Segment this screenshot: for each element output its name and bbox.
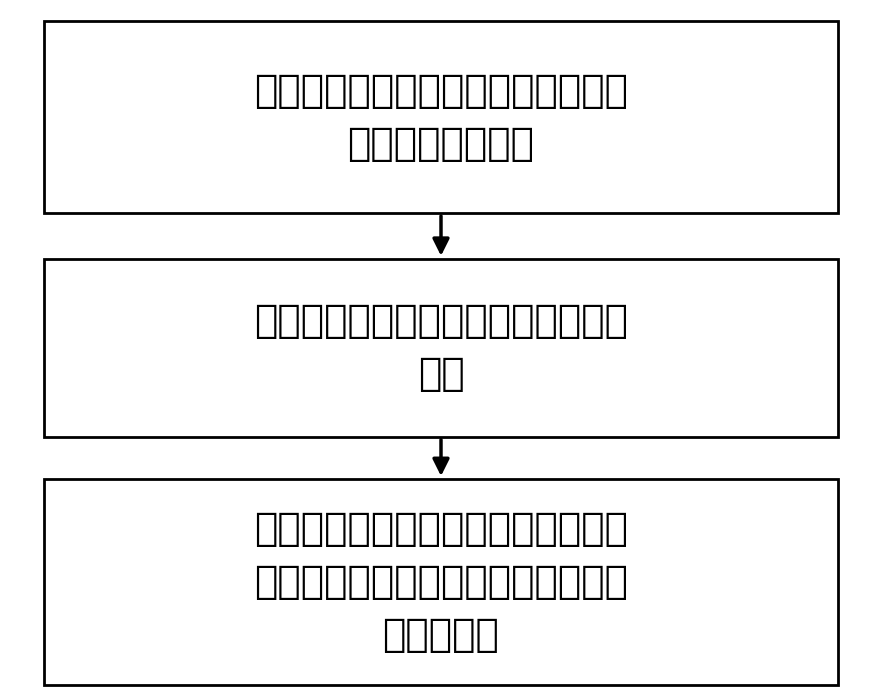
FancyBboxPatch shape bbox=[44, 479, 838, 685]
FancyBboxPatch shape bbox=[44, 21, 838, 213]
Text: 构建矩阵结构，所述单元耦合磁芯采
用矩阵化结构布局: 构建矩阵结构，所述单元耦合磁芯采 用矩阵化结构布局 bbox=[254, 71, 628, 163]
Text: 基于所述矩阵结构，构造矩阵式集成
电感: 基于所述矩阵结构，构造矩阵式集成 电感 bbox=[254, 302, 628, 394]
Text: 采用多相电感对称化全耦合或多相电
感对称化首尾次序耦合，形成对称化
的集成电感: 采用多相电感对称化全耦合或多相电 感对称化首尾次序耦合，形成对称化 的集成电感 bbox=[254, 510, 628, 654]
FancyBboxPatch shape bbox=[44, 259, 838, 437]
